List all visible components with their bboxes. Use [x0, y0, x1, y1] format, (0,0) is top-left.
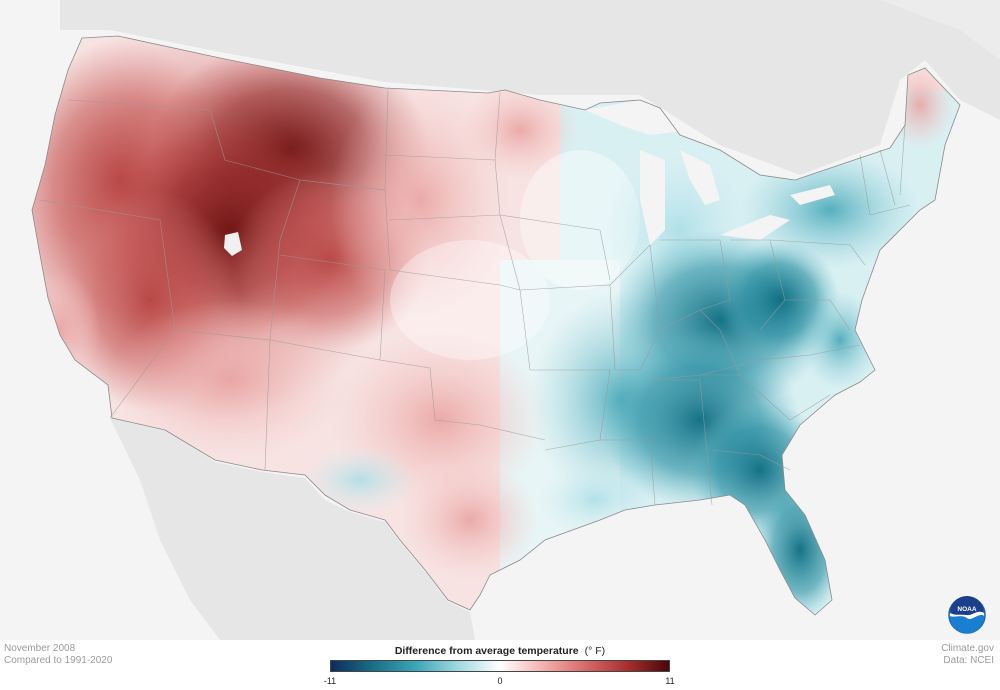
caption-baseline: Compared to 1991-2020 [4, 655, 113, 666]
legend-color-bar [330, 660, 670, 672]
credit-source: Data: NCEI [943, 655, 994, 666]
noaa-logo-text: NOAA [957, 606, 976, 613]
legend-tick-max: 11 [665, 676, 675, 686]
caption-date: November 2008 [4, 643, 76, 654]
great-lakes [585, 100, 835, 245]
noaa-logo-icon: NOAA [948, 596, 986, 634]
credits: Climate.gov Data: NCEI [941, 643, 994, 667]
anomaly-map: NOAA [31, 0, 1000, 640]
background-land [60, 0, 1000, 640]
legend-tick-min: -11 [323, 676, 337, 686]
map-caption: November 2008 Compared to 1991-2020 [4, 643, 112, 667]
anomaly-field [32, 36, 960, 615]
legend-unit: (° F) [584, 645, 606, 657]
credit-site: Climate.gov [941, 643, 994, 654]
footer: November 2008 Compared to 1991-2020 Diff… [0, 640, 1000, 690]
state-borders [39, 89, 911, 506]
legend-title-text: Difference from average temperature [394, 645, 579, 657]
map-canvas [31, 0, 1000, 640]
legend-tick-mid: 0 [497, 676, 503, 686]
legend-title: Difference from average temperature (° F) [330, 645, 670, 657]
great-salt-lake [224, 232, 242, 256]
